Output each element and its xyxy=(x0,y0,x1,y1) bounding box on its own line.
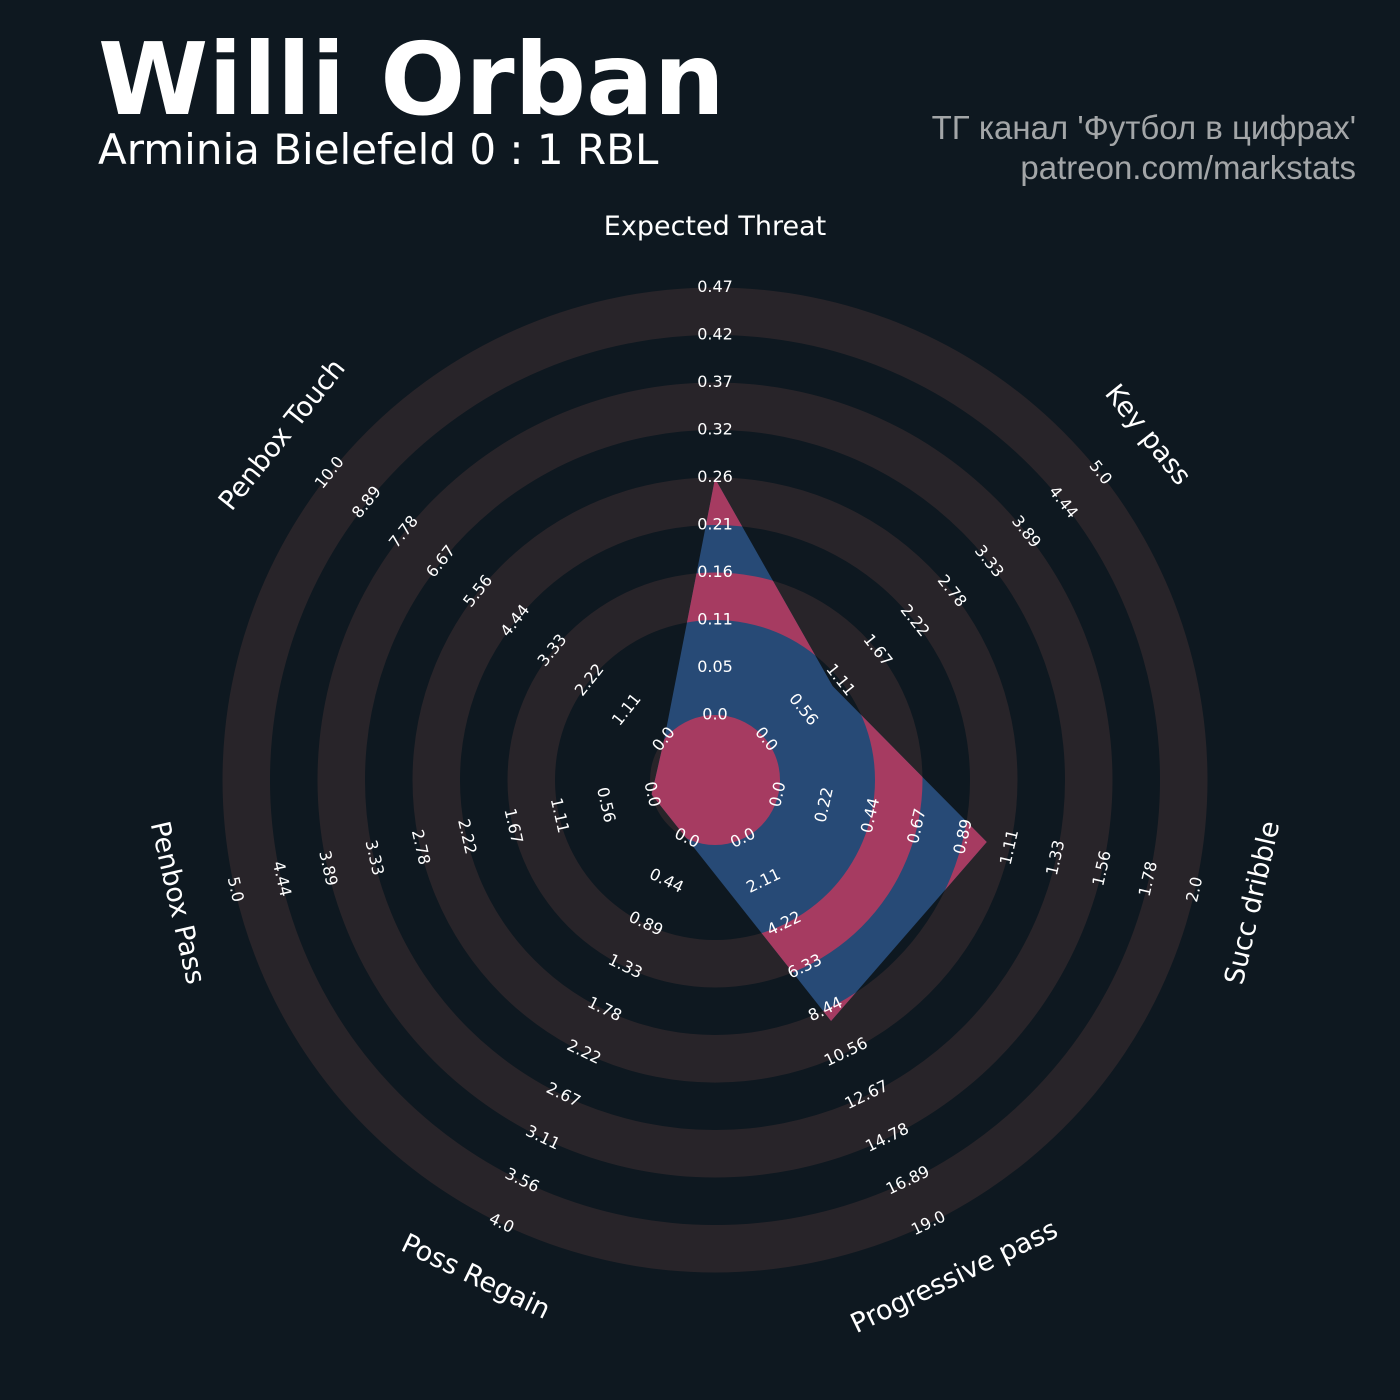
match-result: Arminia Bielefeld 0 : 1 RBL xyxy=(98,125,659,174)
tick-label: 0.47 xyxy=(697,277,733,296)
tick-label: 0.11 xyxy=(697,610,733,629)
axis-label: Succ dribble xyxy=(1219,818,1286,987)
tick-label: 0.05 xyxy=(697,657,733,676)
tick-label: 0.42 xyxy=(697,325,733,344)
tick-label: 0.32 xyxy=(697,420,733,439)
axis-label: Penbox Pass xyxy=(144,818,211,987)
credit-patreon: patreon.com/markstats xyxy=(1020,148,1356,186)
tick-label: 0.16 xyxy=(697,562,733,581)
tick-label: 0.37 xyxy=(697,372,733,391)
player-name: Willi Orban xyxy=(98,21,725,138)
credit-block: ТГ канал 'Футбол в цифрах' patreon.com/m… xyxy=(932,108,1356,187)
tick-label: 0.26 xyxy=(697,467,733,486)
credit-telegram: ТГ канал 'Футбол в цифрах' xyxy=(931,109,1356,146)
axis-label: Poss Regain xyxy=(396,1228,555,1326)
tick-label: 0.21 xyxy=(697,515,733,534)
tick-label: 0.56 xyxy=(593,785,619,824)
radar-value-area xyxy=(651,478,987,1022)
tick-label: 0.0 xyxy=(702,705,727,724)
tick-label: 1.11 xyxy=(608,689,645,729)
highlight-center xyxy=(651,715,780,845)
value-highlight-bands xyxy=(651,478,987,1022)
tick-label: 0.44 xyxy=(646,864,686,897)
axis-label: Expected Threat xyxy=(604,211,826,242)
